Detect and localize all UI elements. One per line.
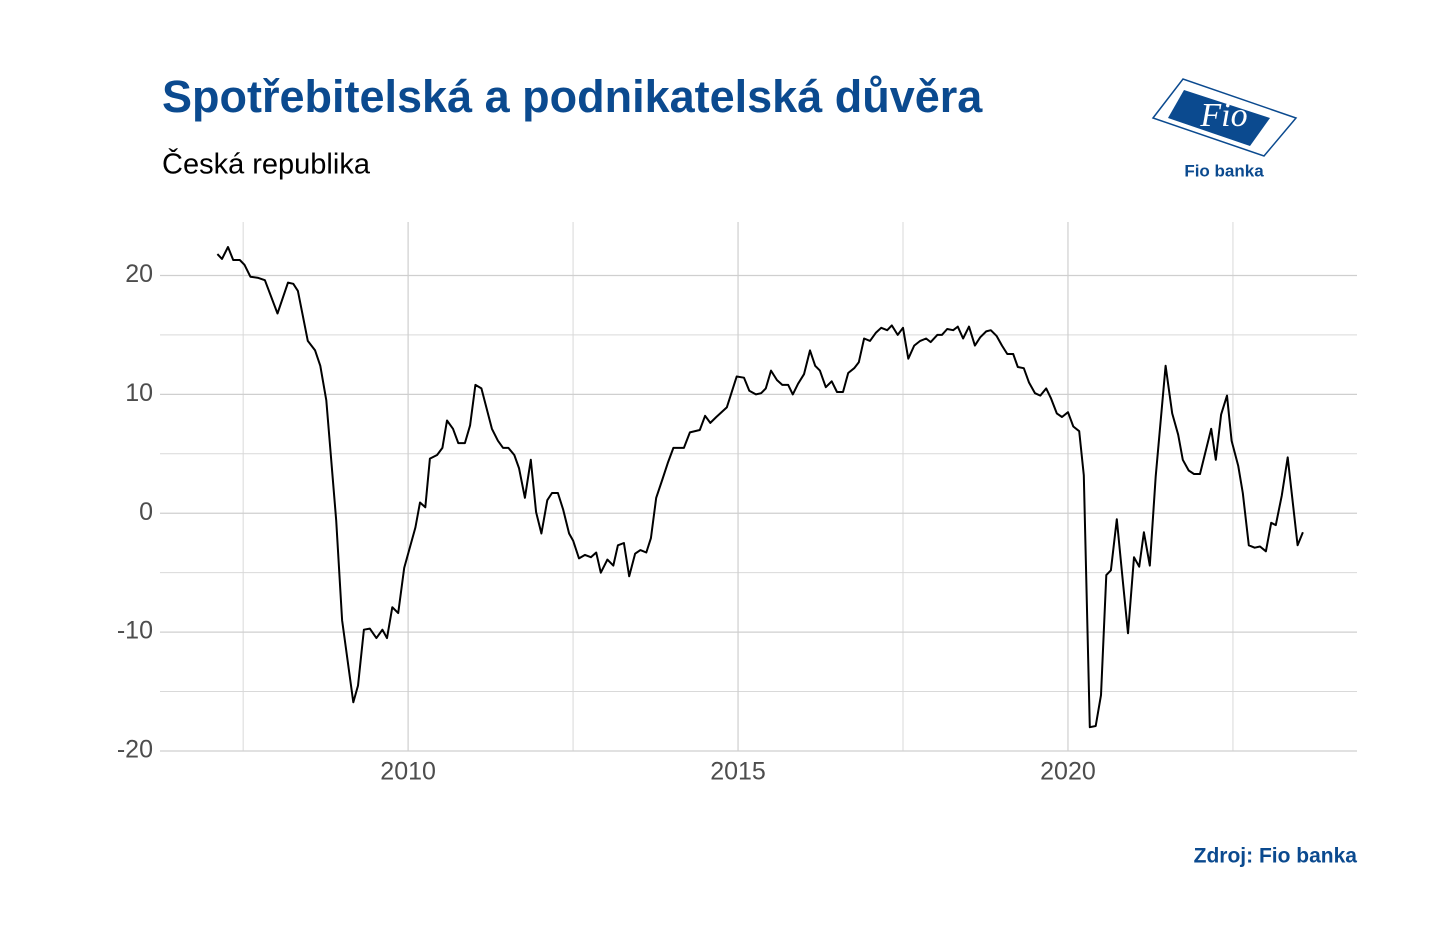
y-tick-label: 10	[125, 379, 153, 407]
x-tick-label: 2010	[380, 758, 436, 786]
chart-title: Spotřebitelská a podnikatelská důvěra	[162, 71, 983, 122]
logo-mark: Fio	[1199, 97, 1247, 134]
logo-name: Fio banka	[1184, 161, 1264, 180]
chart-subtitle: Česká republika	[162, 147, 371, 181]
x-tick-label: 2020	[1040, 758, 1096, 786]
x-tick-label: 2015	[710, 758, 766, 786]
y-tick-label: 0	[139, 498, 153, 526]
logo: Fio Fio banka	[1151, 78, 1298, 180]
source-note: Zdroj: Fio banka	[1194, 845, 1358, 868]
y-tick-label: -20	[117, 736, 153, 764]
y-tick-label: 20	[125, 260, 153, 288]
data-line	[216, 246, 1304, 729]
grid	[160, 222, 1357, 752]
y-tick-label: -10	[117, 617, 153, 645]
logo-flag	[1168, 90, 1270, 146]
